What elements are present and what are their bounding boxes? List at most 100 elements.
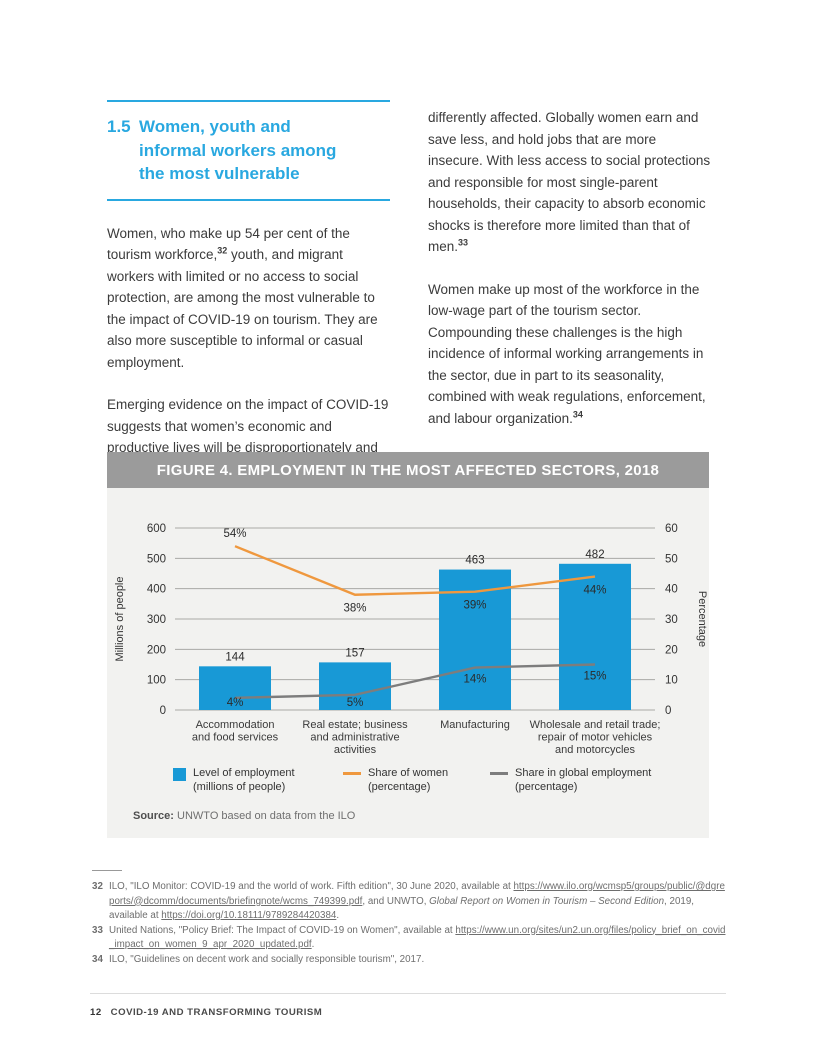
left-axis-tick: 500 bbox=[147, 553, 166, 565]
section-number: 1.5 bbox=[107, 117, 131, 136]
heading-rule-bottom bbox=[107, 198, 390, 201]
text-segment: Women make up most of the workforce in t… bbox=[428, 281, 706, 426]
text-segment: . bbox=[311, 939, 315, 950]
right-axis-tick: 10 bbox=[665, 675, 678, 687]
footnotes-section: 32 ILO, "ILO Monitor: COVID-19 and the wo… bbox=[92, 870, 728, 967]
footnote-text: ILO, "Guidelines on decent work and soci… bbox=[109, 953, 728, 968]
left-axis-title: Millions of people bbox=[114, 577, 126, 662]
employment-chart: 0 100 200 300 400 500 600 0 10 20 30 40 50 60 Millions… bbox=[114, 523, 708, 756]
section-title: Women, youth and informal workers among … bbox=[139, 117, 337, 183]
left-axis-tick: 0 bbox=[160, 705, 166, 717]
page-footer: 12 COVID-19 AND TRANSFORMING TOURISM bbox=[90, 993, 726, 1018]
right-axis-tick: 40 bbox=[665, 584, 678, 596]
text-segment: differently affected. Globally women ear… bbox=[428, 110, 711, 254]
category-label: Manufacturing bbox=[440, 719, 510, 731]
right-axis-tick: 0 bbox=[665, 705, 671, 717]
footnote-link[interactable]: https://doi.org/10.18111/9789284420384 bbox=[161, 910, 337, 921]
left-axis-tick: 600 bbox=[147, 523, 166, 535]
source-text: UNWTO based on data from the ILO bbox=[173, 810, 356, 822]
chart-legend: Level of employment (millions of people) S… bbox=[173, 767, 709, 794]
figure-source: Source: UNWTO based on data from the ILO bbox=[133, 810, 709, 822]
line-value-label: 5% bbox=[347, 697, 364, 709]
bar-value-label: 157 bbox=[345, 647, 364, 659]
legend-bar-swatch bbox=[173, 768, 186, 781]
category-label: and administrative bbox=[310, 732, 399, 744]
left-axis-tick: 400 bbox=[147, 584, 166, 596]
bar-value-label: 482 bbox=[585, 549, 604, 561]
footnote-ref[interactable]: 33 bbox=[458, 237, 469, 248]
global-employment-line bbox=[234, 663, 596, 700]
footnote-list: 32 ILO, "ILO Monitor: COVID-19 and the wo… bbox=[92, 880, 728, 967]
category-label: and motorcycles bbox=[555, 744, 636, 756]
footnote-number: 32 bbox=[92, 881, 103, 892]
footnote-text: ILO, "ILO Monitor: COVID-19 and the worl… bbox=[109, 880, 728, 924]
employment-bar bbox=[199, 666, 271, 710]
text-segment: Emerging evidence on the impact of COVID… bbox=[107, 397, 389, 455]
legend-label: Share of women (percentage) bbox=[368, 767, 449, 793]
footnote-link[interactable]: https://www.ilo.org/wcmsp5/groups/public… bbox=[109, 881, 725, 907]
footnote-link[interactable]: https://www.un.org/sites/un2.un.org/file… bbox=[109, 924, 726, 951]
category-label: repair of motor vehicles bbox=[538, 732, 653, 744]
footnote-number: 33 bbox=[92, 924, 103, 936]
text-columns: 1.5 Women, youth and informal workers am… bbox=[107, 100, 711, 480]
left-column-paragraphs: Women, who make up 54 per cent of the to… bbox=[107, 223, 390, 459]
line-value-label: 54% bbox=[223, 528, 246, 540]
legend-line-swatch bbox=[490, 772, 508, 775]
footnote: 34 ILO, "Guidelines on decent work and so… bbox=[92, 953, 728, 968]
legend-item: Share in global employment (percentage) bbox=[490, 767, 651, 794]
share-of-women-line bbox=[234, 545, 596, 596]
legend-item: Level of employment (millions of people) bbox=[173, 767, 343, 794]
text-segment: United Nations, "Policy Brief: The Impac… bbox=[109, 924, 456, 936]
paragraph: Women, who make up 54 per cent of the to… bbox=[107, 223, 390, 374]
text-segment: , and UNWTO, bbox=[362, 895, 430, 907]
paragraph: Women make up most of the workforce in t… bbox=[428, 279, 711, 430]
bar-value-label: 144 bbox=[225, 651, 245, 663]
left-axis-tick: 100 bbox=[147, 675, 166, 687]
text-segment: ILO, "ILO Monitor: COVID-19 and the worl… bbox=[109, 881, 514, 892]
employment-bar bbox=[559, 563, 631, 710]
legend-item: Share of women (percentage) bbox=[343, 767, 490, 794]
legend-line-swatch bbox=[343, 772, 361, 775]
footnote: 32 ILO, "ILO Monitor: COVID-19 and the wo… bbox=[92, 880, 728, 924]
text-segment: , 2019, available at bbox=[109, 895, 695, 922]
right-axis-tick: 30 bbox=[665, 614, 678, 626]
line-value-label: 44% bbox=[583, 585, 606, 597]
footnote-divider bbox=[92, 870, 122, 871]
footnote-ref[interactable]: 32 bbox=[217, 245, 228, 256]
line-value-label: 15% bbox=[583, 671, 606, 683]
category-label: and food services bbox=[192, 732, 279, 744]
italic-text: Global Report on Women in Tourism – Seco… bbox=[429, 895, 665, 907]
source-label: Source: bbox=[133, 810, 174, 822]
line-value-label: 14% bbox=[463, 674, 486, 686]
right-axis-tick: 20 bbox=[665, 644, 678, 656]
left-axis-tick: 300 bbox=[147, 614, 166, 626]
footnote-ref[interactable]: 34 bbox=[572, 409, 583, 419]
text-segment: ILO, "Guidelines on decent work and soci… bbox=[109, 953, 425, 965]
right-axis-tick: 60 bbox=[665, 523, 678, 535]
employment-bar bbox=[319, 662, 391, 710]
category-label: Real estate; business bbox=[302, 719, 408, 731]
right-column: differently affected. Globally women ear… bbox=[428, 100, 711, 480]
line-value-label: 4% bbox=[227, 697, 244, 709]
category-label: Wholesale and retail trade; bbox=[530, 719, 661, 731]
text-segment: Women, who make up 54 per cent of the to… bbox=[107, 225, 350, 263]
left-axis-tick: 200 bbox=[147, 644, 166, 656]
paragraph: Emerging evidence on the impact of COVID… bbox=[107, 394, 390, 459]
page-number: 12 bbox=[90, 1007, 102, 1018]
figure-4: FIGURE 4. EMPLOYMENT IN THE MOST AFFECTE… bbox=[107, 452, 709, 838]
bar-value-label: 463 bbox=[465, 555, 484, 567]
footnote-text: United Nations, "Policy Brief: The Impac… bbox=[109, 924, 728, 953]
heading-rule-top bbox=[107, 100, 390, 102]
section-heading: 1.5 Women, youth and informal workers am… bbox=[107, 115, 390, 186]
right-column-paragraphs: differently affected. Globally women ear… bbox=[428, 107, 711, 429]
category-label: activities bbox=[334, 744, 377, 756]
text-segment: youth, and migrant workers with limited … bbox=[107, 247, 378, 370]
legend-label: Level of employment (millions of people) bbox=[193, 767, 295, 793]
figure-panel: 0 100 200 300 400 500 600 0 10 20 30 40 50 60 Millions… bbox=[107, 488, 709, 838]
footnote-number: 34 bbox=[92, 953, 103, 965]
footer-title: COVID-19 AND TRANSFORMING TOURISM bbox=[110, 1007, 323, 1018]
right-axis-tick: 50 bbox=[665, 553, 678, 565]
right-axis-title: Percentage bbox=[696, 591, 708, 647]
category-label: Accommodation bbox=[196, 719, 275, 731]
